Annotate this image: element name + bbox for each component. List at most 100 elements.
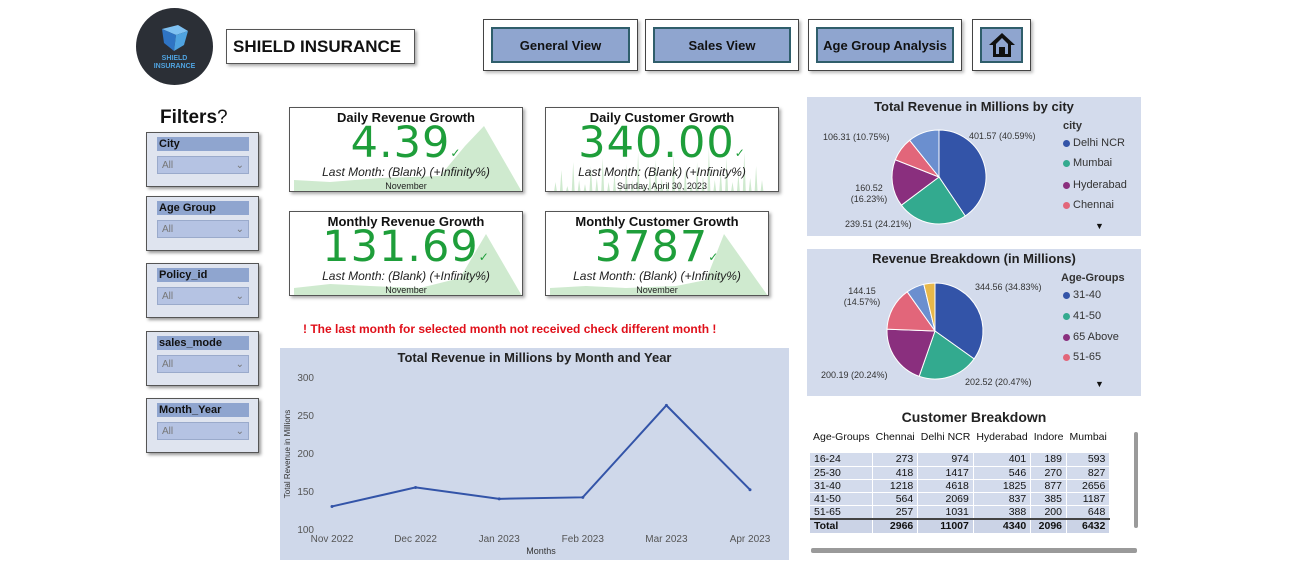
table-cell: 1187 <box>1066 492 1111 506</box>
slice-label: 160.52 (16.23%) <box>850 183 888 204</box>
filter-dropdown[interactable]: All ⌄ <box>157 156 249 174</box>
filters-title: Filters? <box>160 107 228 129</box>
filter-value: All <box>162 358 174 370</box>
kpi-monthly-customer: Monthly Customer Growth 3787✓ Last Month… <box>545 211 769 296</box>
company-logo: SHIELD INSURANCE <box>136 8 213 85</box>
kpi-date: November <box>385 285 427 295</box>
table-cell: 4618 <box>917 479 974 493</box>
pie-slice <box>923 282 936 332</box>
table-header[interactable]: Mumbai <box>1069 431 1107 443</box>
table-row: 25-30 418 1417 546 270 827 <box>810 466 1111 480</box>
filter-label: City <box>157 137 249 151</box>
table-cell: 273 <box>872 453 919 467</box>
kpi-monthly-revenue: Monthly Revenue Growth 131.69✓ Last Mont… <box>289 211 523 296</box>
filter-dropdown[interactable]: All ⌄ <box>157 355 249 373</box>
legend-item[interactable]: 51-65 <box>1063 351 1101 363</box>
warning-message: ! The last month for selected month not … <box>303 322 717 336</box>
question-mark-icon[interactable]: ? <box>217 107 228 128</box>
logo-text: SHIELD INSURANCE <box>153 54 196 70</box>
table-cell: 388 <box>973 505 1032 519</box>
kpi-date: Sunday, April 30, 2023 <box>617 181 707 191</box>
data-point <box>581 495 585 499</box>
app-title: SHIELD INSURANCE <box>226 29 415 64</box>
slice-label: 344.56 (34.83%) <box>975 282 1042 292</box>
kpi-value: 3787✓ <box>594 222 720 272</box>
table-total-cell: 2096 <box>1030 517 1067 534</box>
home-button[interactable] <box>980 27 1023 63</box>
legend-item[interactable]: Delhi NCR <box>1063 137 1125 149</box>
table-cell: 418 <box>872 466 919 480</box>
general-view-button[interactable]: General View <box>491 27 630 63</box>
customer-breakdown-title: Customer Breakdown <box>901 409 1047 425</box>
city-pie-panel: Total Revenue in Millions by city 106.31… <box>807 97 1141 236</box>
nav-home-wrap <box>972 19 1031 71</box>
chart-title: Total Revenue in Millions by Month and Y… <box>397 350 672 365</box>
kpi-date: November <box>636 285 678 295</box>
table-horizontal-scrollbar[interactable] <box>811 548 1137 553</box>
filter-dropdown[interactable]: All ⌄ <box>157 422 249 440</box>
table-header[interactable]: Hyderabad <box>976 431 1028 443</box>
legend-item[interactable]: 65 Above <box>1063 331 1119 343</box>
nav-sales-wrap: Sales View <box>645 19 799 71</box>
legend-more-icon[interactable]: ▼ <box>1095 221 1104 231</box>
table-vertical-scrollbar[interactable] <box>1134 432 1138 528</box>
chevron-down-icon: ⌄ <box>235 223 244 235</box>
filter-value: All <box>162 223 174 235</box>
filter-value: All <box>162 425 174 437</box>
table-cell: 974 <box>917 453 974 467</box>
table-header[interactable]: Chennai <box>875 431 915 443</box>
legend-item[interactable]: Chennai <box>1063 199 1114 211</box>
check-icon: ✓ <box>734 146 746 160</box>
y-tick-label: 200 <box>297 449 314 460</box>
x-tick-label: Feb 2023 <box>562 534 605 545</box>
kpi-subtitle: Last Month: (Blank) (+Infinity%) <box>322 269 490 283</box>
table-cell: 648 <box>1066 505 1111 519</box>
table-cell: 1825 <box>973 479 1032 493</box>
kpi-daily-revenue: Daily Revenue Growth 4.39✓ Last Month: (… <box>289 107 523 192</box>
table-cell: 16-24 <box>810 453 874 467</box>
legend-item[interactable]: Hyderabad <box>1063 179 1127 191</box>
legend-more-icon[interactable]: ▼ <box>1095 379 1104 389</box>
pie-slice <box>900 176 966 225</box>
slice-label: 106.31 (10.75%) <box>823 132 890 142</box>
table-cell: 546 <box>973 466 1032 480</box>
data-point <box>748 488 752 492</box>
pie-slice <box>918 330 975 380</box>
age-group-analysis-button[interactable]: Age Group Analysis <box>816 27 954 63</box>
x-tick-label: Nov 2022 <box>311 534 354 545</box>
table-header[interactable]: Age-Groups <box>813 431 870 443</box>
kpi-value: 4.39✓ <box>350 118 462 168</box>
age-pie-panel: Revenue Breakdown (in Millions) 144.15 (… <box>807 249 1141 396</box>
slice-label: 239.51 (24.21%) <box>845 219 912 229</box>
filter-label: Policy_id <box>157 268 249 282</box>
y-tick-label: 300 <box>297 373 314 384</box>
table-cell: 1031 <box>917 505 974 519</box>
legend-item[interactable]: 41-50 <box>1063 310 1101 322</box>
table-cell: 200 <box>1030 505 1067 519</box>
filter-dropdown[interactable]: All ⌄ <box>157 220 249 238</box>
x-tick-label: Apr 2023 <box>730 534 771 545</box>
table-cell: 1218 <box>872 479 919 493</box>
legend-item[interactable]: 31-40 <box>1063 289 1101 301</box>
table-header[interactable]: Indore <box>1033 431 1064 443</box>
table-cell: 2656 <box>1066 479 1111 493</box>
filter-sales-mode: sales_mode All ⌄ <box>146 331 259 386</box>
pie-slice <box>891 159 941 206</box>
x-axis-label: Months <box>526 546 556 556</box>
sales-view-button[interactable]: Sales View <box>653 27 791 63</box>
table-header[interactable]: Delhi NCR <box>920 431 971 443</box>
x-tick-label: Mar 2023 <box>645 534 688 545</box>
table-cell: 189 <box>1030 453 1067 467</box>
legend-title: Age-Groups <box>1061 272 1125 284</box>
filter-label: Month_Year <box>157 403 249 417</box>
table-total-cell: 11007 <box>917 517 974 534</box>
legend-item[interactable]: Mumbai <box>1063 157 1112 169</box>
table-cell: 837 <box>973 492 1032 506</box>
nav-age-wrap: Age Group Analysis <box>808 19 962 71</box>
table-cell: 1417 <box>917 466 974 480</box>
slice-label: 202.52 (20.47%) <box>965 377 1032 387</box>
filters-title-text: Filters <box>160 107 218 128</box>
table-cell: 41-50 <box>810 492 874 506</box>
filter-dropdown[interactable]: All ⌄ <box>157 287 249 305</box>
slice-label: 144.15 (14.57%) <box>843 286 881 307</box>
